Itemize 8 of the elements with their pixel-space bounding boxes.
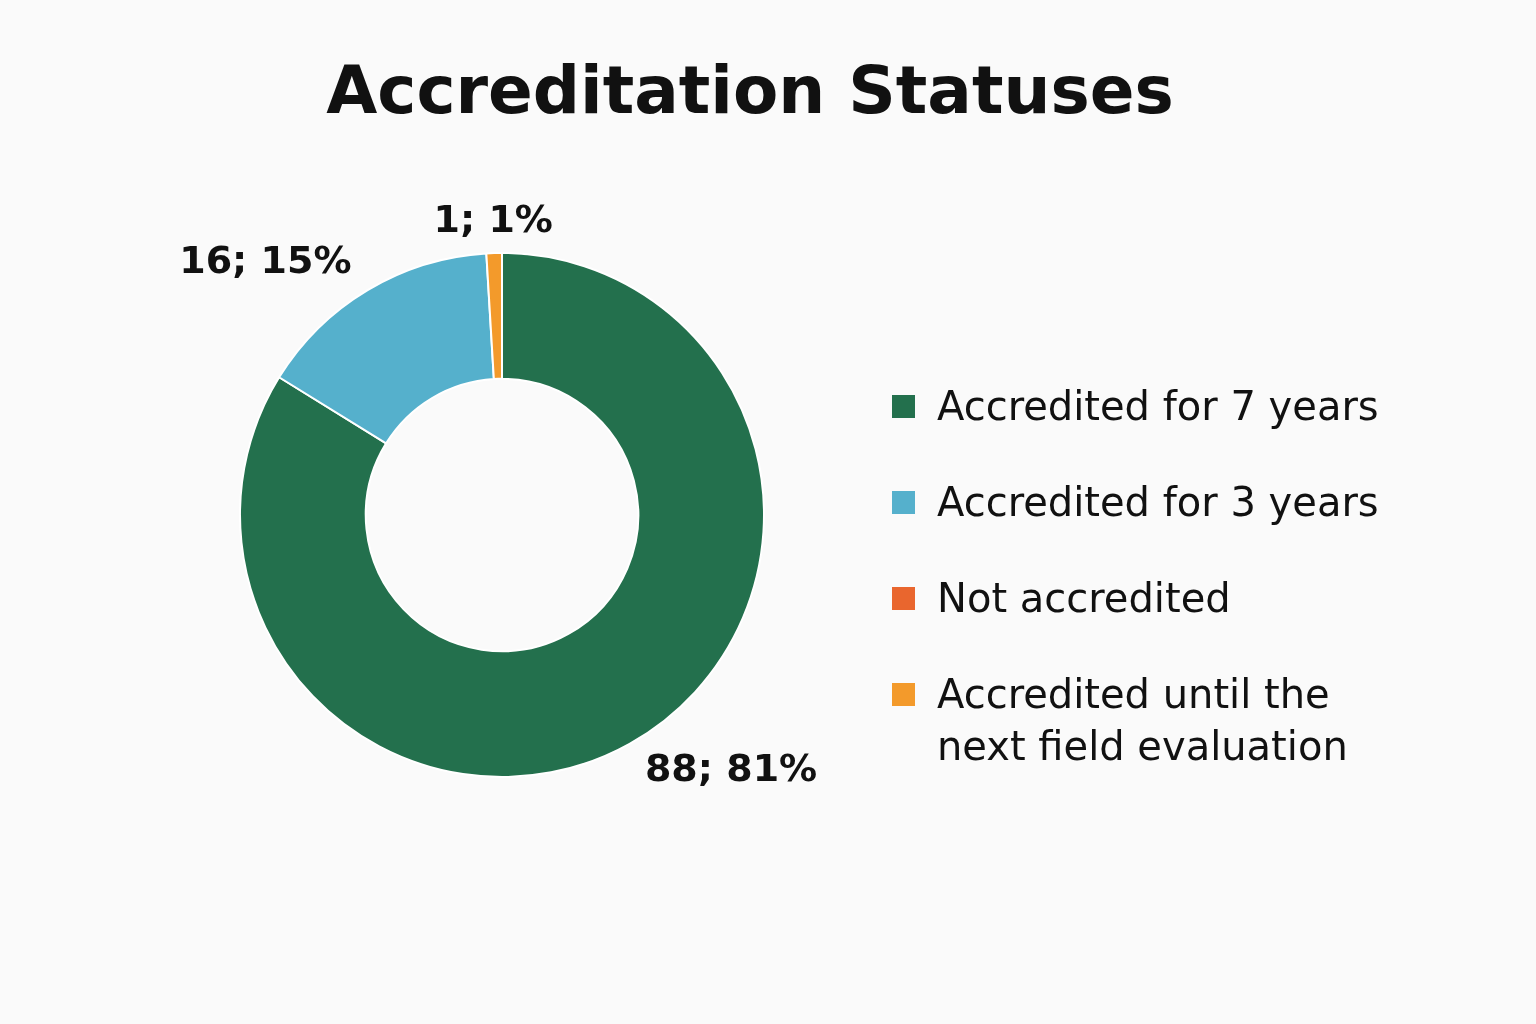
legend-label: Accredited until the next field evaluation — [937, 670, 1349, 771]
legend-label: Not accredited — [937, 574, 1231, 623]
chart-title: Accreditation Statuses — [325, 52, 1175, 129]
legend-label: Accredited for 3 years — [937, 478, 1379, 527]
data-label: 88; 81% — [644, 746, 818, 791]
legend-label: Accredited for 7 years — [937, 382, 1379, 431]
data-label: 1; 1% — [433, 196, 553, 241]
data-label: 16; 15% — [179, 237, 352, 282]
